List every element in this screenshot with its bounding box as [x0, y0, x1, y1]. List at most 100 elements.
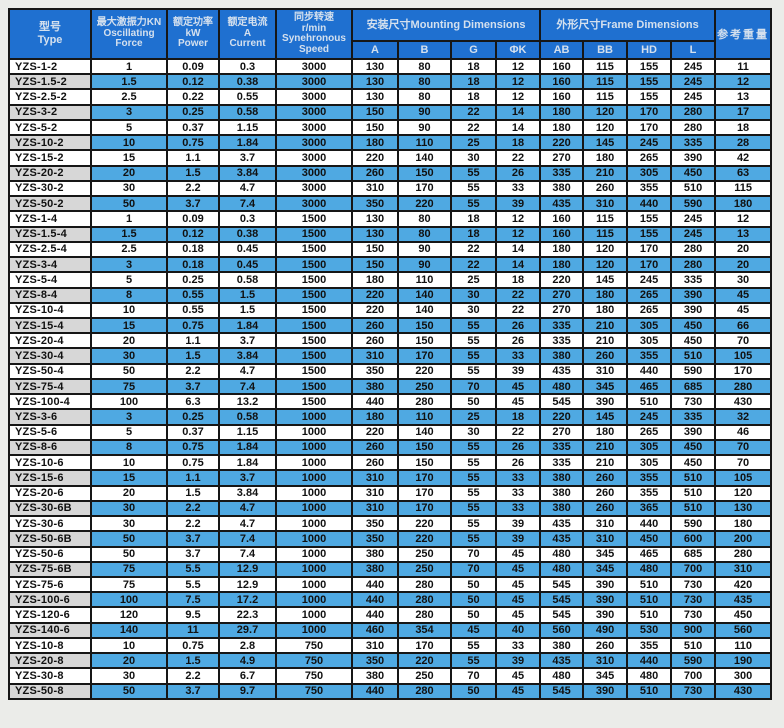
value-cell: 90 [397, 103, 452, 121]
type-cell: YZS-50-6 [8, 545, 92, 563]
value-cell: 270 [539, 423, 585, 441]
value-cell: 380 [351, 545, 399, 563]
table-header: 型号 Type 最大激振力KN Oscillating Force 额定功率 k… [8, 8, 773, 60]
value-cell: 18 [450, 225, 497, 243]
value-cell: 55 [450, 515, 497, 533]
value-cell: 40 [494, 621, 542, 639]
value-cell: 45 [494, 393, 542, 411]
value-cell: 0.12 [166, 73, 220, 91]
value-cell: 110 [397, 271, 452, 289]
value-cell: 55 [450, 484, 497, 502]
value-cell: 1000 [275, 591, 353, 609]
value-cell: 1500 [275, 362, 353, 380]
value-cell: 180 [582, 286, 629, 304]
value-cell: 1000 [275, 606, 353, 624]
value-cell: 22.3 [218, 606, 277, 624]
value-cell: 22 [450, 256, 497, 274]
value-cell: 245 [626, 271, 673, 289]
value-cell: 465 [626, 377, 673, 396]
value-cell: 310 [582, 652, 629, 670]
value-cell: 130 [351, 225, 399, 243]
value-cell: 460 [351, 621, 399, 639]
value-cell: 190 [714, 652, 773, 670]
value-cell: 20 [714, 240, 773, 259]
value-cell: 260 [582, 347, 629, 365]
type-cell: YZS-2.5-4 [8, 240, 92, 259]
value-cell: 18 [450, 73, 497, 91]
value-cell: 510 [670, 179, 717, 198]
value-cell: 0.09 [166, 57, 220, 76]
type-cell: YZS-20-2 [8, 164, 92, 182]
value-cell: 220 [397, 362, 452, 380]
value-cell: 170 [714, 362, 773, 380]
value-cell: 150 [351, 240, 399, 259]
value-cell: 170 [626, 240, 673, 259]
value-cell: 210 [582, 454, 629, 472]
value-cell: 170 [397, 484, 452, 502]
table-row: YZS-5-6 5 0.37 1.15 1000 220 140 30 22 270 180 265 3… [8, 423, 773, 441]
value-cell: 0.45 [218, 256, 277, 274]
value-cell: 220 [397, 195, 452, 213]
value-cell: 0.38 [218, 73, 277, 91]
value-cell: 380 [539, 484, 585, 502]
type-cell: YZS-1-4 [8, 210, 92, 228]
value-cell: 180 [539, 103, 585, 121]
value-cell: 3.84 [218, 347, 277, 365]
value-cell: 1.15 [218, 423, 277, 441]
value-cell: 390 [582, 575, 629, 594]
value-cell: 220 [397, 515, 452, 533]
value-cell: 20 [90, 652, 168, 670]
value-cell: 30 [90, 347, 168, 365]
value-cell: 7.4 [218, 545, 277, 563]
value-cell: 490 [582, 621, 629, 639]
value-cell: 560 [539, 621, 585, 639]
table-row: YZS-5-4 5 0.25 0.58 1500 180 110 25 18 220 145 245 3… [8, 271, 773, 289]
value-cell: 345 [582, 545, 629, 563]
value-cell: 310 [582, 515, 629, 533]
value-cell: 430 [714, 393, 773, 411]
value-cell: 1000 [275, 515, 353, 533]
table-row: YZS-100-4 100 6.3 13.2 1500 440 280 50 45 545 390 5… [8, 393, 773, 411]
value-cell: 30 [90, 515, 168, 533]
value-cell: 66 [714, 316, 773, 335]
value-cell: 545 [539, 575, 585, 594]
col-header-g: G [450, 40, 497, 60]
value-cell: 1 [90, 57, 168, 76]
value-cell: 8 [90, 286, 168, 304]
value-cell: 220 [539, 408, 585, 426]
value-cell: 220 [397, 652, 452, 670]
value-cell: 33 [494, 499, 542, 518]
table-row: YZS-3-2 3 0.25 0.58 3000 150 90 22 14 180 120 170 28… [8, 103, 773, 121]
value-cell: 30 [450, 149, 497, 167]
value-cell: 480 [539, 545, 585, 563]
value-cell: 1000 [275, 423, 353, 441]
value-cell: 3 [90, 103, 168, 121]
value-cell: 380 [539, 499, 585, 518]
type-cell: YZS-15-4 [8, 316, 92, 335]
value-cell: 750 [275, 636, 353, 655]
value-cell: 435 [539, 530, 585, 548]
value-cell: 150 [351, 118, 399, 137]
value-cell: 0.18 [166, 256, 220, 274]
type-cell: YZS-30-8 [8, 667, 92, 685]
value-cell: 440 [351, 682, 399, 701]
value-cell: 270 [539, 149, 585, 167]
value-cell: 70 [714, 454, 773, 472]
value-cell: 0.12 [166, 225, 220, 243]
value-cell: 160 [539, 225, 585, 243]
value-cell: 0.75 [166, 438, 220, 457]
value-cell: 0.22 [166, 88, 220, 106]
value-cell: 590 [670, 515, 717, 533]
value-cell: 70 [450, 667, 497, 685]
value-cell: 110 [714, 636, 773, 655]
value-cell: 0.75 [166, 134, 220, 152]
value-cell: 354 [397, 621, 452, 639]
value-cell: 4.7 [218, 499, 277, 518]
value-cell: 18 [450, 210, 497, 228]
value-cell: 440 [351, 606, 399, 624]
value-cell: 1000 [275, 408, 353, 426]
value-cell: 90 [397, 256, 452, 274]
value-cell: 26 [494, 164, 542, 182]
type-cell: YZS-8-4 [8, 286, 92, 304]
value-cell: 730 [670, 591, 717, 609]
